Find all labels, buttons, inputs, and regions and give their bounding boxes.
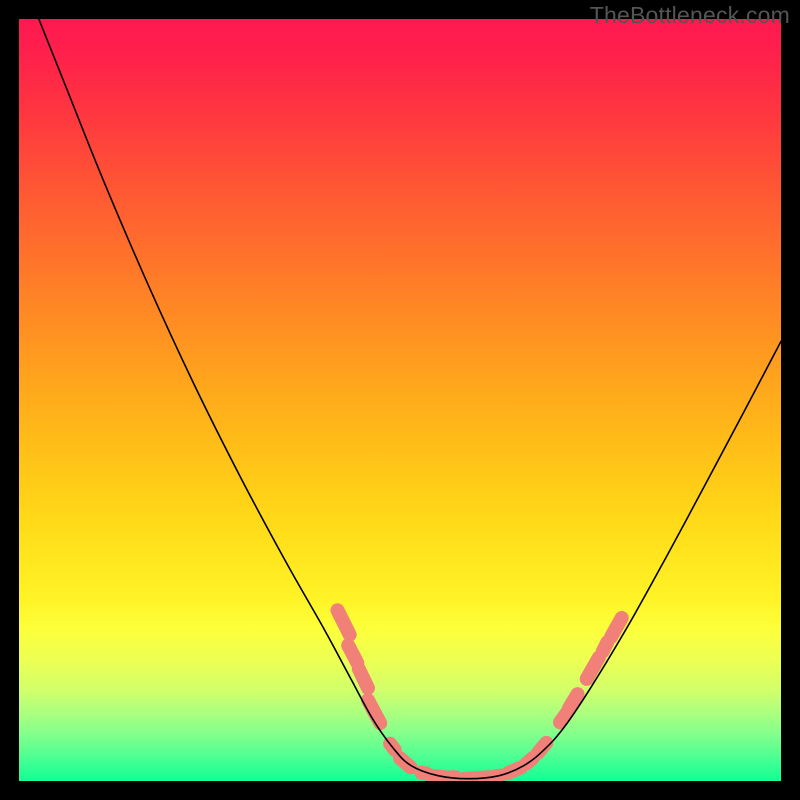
trough-marker	[359, 669, 368, 688]
trough-marker	[400, 758, 411, 767]
trough-marker	[611, 618, 622, 637]
chart-frame: TheBottleneck.com	[0, 0, 800, 800]
trough-marker	[569, 694, 577, 708]
plot-area	[19, 19, 781, 781]
bottleneck-curve-chart	[19, 19, 781, 781]
trough-marker	[348, 645, 357, 663]
trough-marker	[603, 642, 608, 651]
gradient-background	[19, 19, 781, 781]
watermark-text: TheBottleneck.com	[590, 2, 790, 29]
